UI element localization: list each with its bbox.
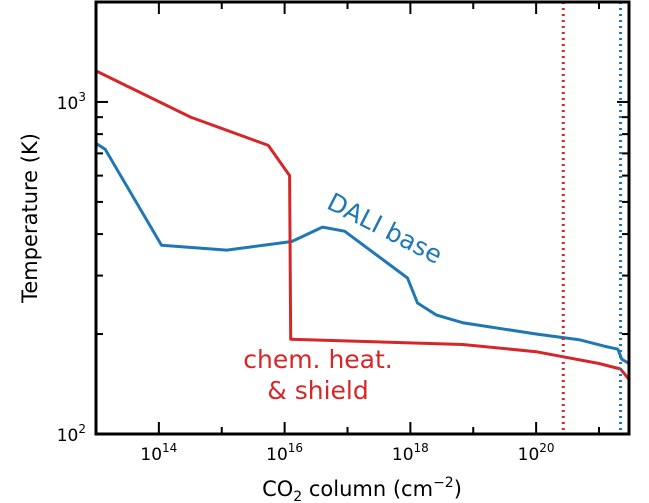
annotation-chem-heat-line2: & shield (267, 376, 368, 405)
series-line-chem-heat-shield (95, 69, 631, 381)
y-tick-label: 102 (57, 422, 86, 446)
plot-frame (94, 0, 631, 436)
x-tick-label: 1018 (392, 441, 429, 465)
ticks-layer: 1014 1016 1018 1020 102 103 (57, 1, 629, 465)
series-layer (95, 69, 631, 381)
x-tick-label: 1020 (518, 441, 555, 465)
annotation-dali-base: DALI base (323, 187, 447, 269)
y-tick-label: 103 (57, 90, 86, 114)
x-tick-label: 1016 (266, 441, 303, 465)
x-tick-label: 1014 (140, 441, 177, 465)
y-axis-label: Temperature (K) (18, 133, 42, 304)
vertical-lines-layer (561, 2, 623, 434)
x-axis-label: CO2 column (cm−2) (262, 475, 462, 503)
series-line-dali-base (95, 142, 630, 365)
annotation-chem-heat-line1: chem. heat. (243, 345, 393, 374)
plot-area: 1014 1016 1018 1020 102 103 (57, 0, 631, 465)
